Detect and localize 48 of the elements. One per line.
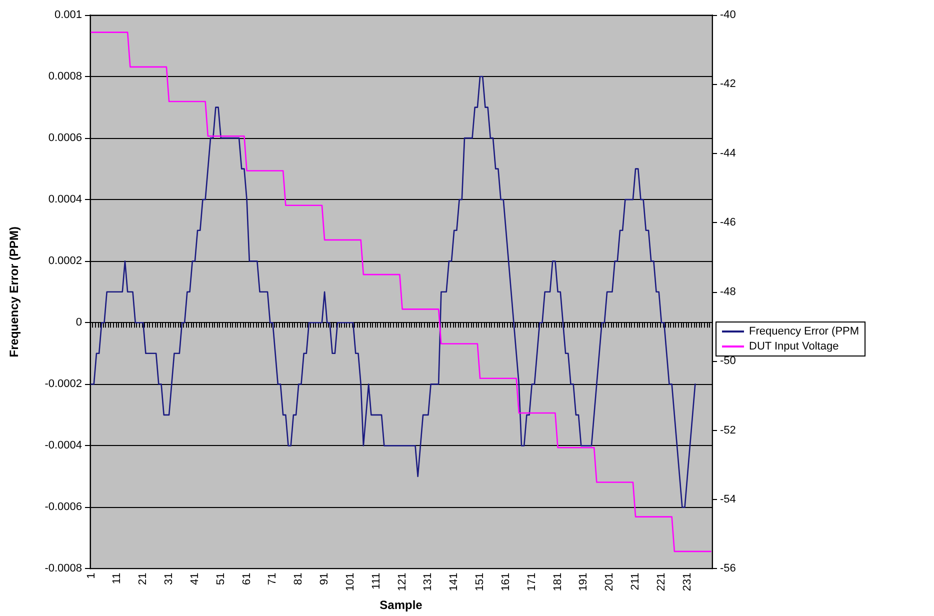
line-series [90, 76, 696, 508]
y-tick-label: 0.0006 [48, 132, 82, 144]
x-tick-label: 21 [137, 572, 150, 585]
x-tick-label: 231 [681, 572, 694, 592]
x-tick-label: 91 [318, 572, 331, 585]
x-tick-label: 221 [655, 572, 668, 592]
x-tick-label: 171 [526, 572, 538, 592]
x-tick-label: 211 [630, 572, 642, 590]
y2-tick-label: -50 [720, 355, 736, 368]
x-tick-label: 151 [474, 572, 486, 592]
x-axis-title: Sample [380, 598, 423, 612]
x-tick-label: 201 [604, 572, 616, 592]
x-tick-label: 191 [578, 572, 590, 592]
x-tick-label: 41 [188, 572, 201, 585]
x-tick-label: 181 [552, 572, 564, 592]
x-tick-label: 61 [240, 572, 253, 585]
x-tick-label: 111 [370, 572, 382, 590]
y-tick-label: -0.0006 [44, 501, 82, 514]
x-tick-label: 31 [163, 572, 176, 585]
y-tick-label: -0.0002 [44, 378, 82, 390]
legend-label: Frequency Error (PPM [749, 326, 860, 338]
x-tick-label: 81 [292, 572, 305, 585]
y-axis-title: Frequency Error (PPM) [7, 226, 21, 358]
y-tick-label: -0.0004 [44, 440, 82, 452]
legend-label: DUT Input Voltage [749, 340, 839, 352]
y2-tick-label: -52 [720, 424, 736, 436]
x-tick-label: 121 [396, 572, 408, 592]
x-tick-label: 71 [266, 572, 279, 585]
y-tick-label: 0 [76, 316, 82, 329]
y-tick-label: 0.0008 [48, 70, 82, 83]
y-tick-label: 0.001 [54, 9, 82, 21]
y-tick-label: 0.0002 [48, 255, 82, 268]
y-tick-label: 0.0004 [48, 194, 82, 206]
x-tick-label: 141 [448, 572, 460, 592]
y2-tick-label: -54 [720, 494, 736, 506]
y2-tick-label: -44 [720, 147, 736, 160]
x-tick-label: 51 [214, 572, 227, 585]
y-tick-label: -0.0008 [44, 562, 82, 575]
x-tick-label: 161 [500, 572, 512, 592]
y2-tick-label: -40 [720, 9, 736, 21]
y2-tick-label: -42 [720, 78, 736, 90]
x-tick-label: 11 [111, 572, 124, 584]
y2-tick-label: -48 [720, 286, 736, 298]
x-tick-label: 101 [344, 572, 356, 592]
x-tick-label: 131 [422, 572, 434, 592]
y2-tick-label: -46 [720, 216, 736, 229]
x-tick-label: 1 [85, 572, 98, 579]
y2-tick-label: -56 [720, 562, 736, 575]
